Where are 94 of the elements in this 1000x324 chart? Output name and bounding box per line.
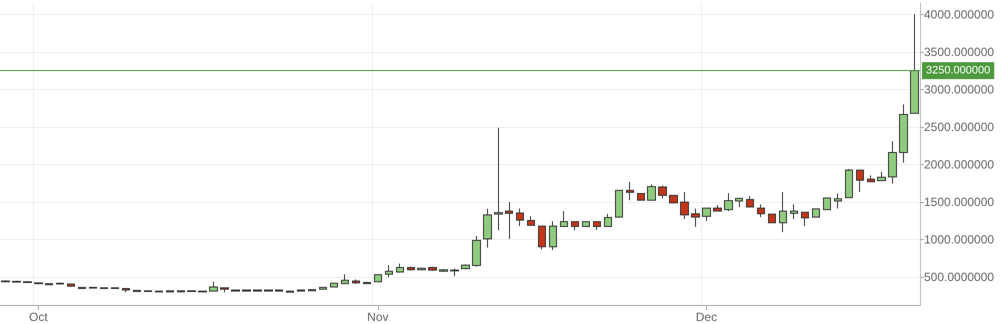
candlestick [450,268,459,277]
candlestick [56,282,64,285]
candlestick [385,264,393,278]
candlestick [198,290,207,293]
ref-line-label: 3250.000000 [926,64,990,77]
candlestick [122,288,130,293]
candlestick [417,266,426,271]
candlestick [253,289,262,292]
candlestick [691,208,700,228]
candlestick [45,282,53,286]
x-tick-label: Dec [696,310,718,324]
y-tick-label: 2500.000000 [924,120,994,134]
candlestick [757,204,765,218]
candlestick [34,282,43,285]
candlestick [702,208,711,222]
candlestick [812,208,820,218]
candlestick [527,216,535,226]
candlestick [801,211,809,227]
candlestick [768,213,776,224]
candlestick [713,204,722,212]
y-tick-label: 3000.000000 [924,82,994,96]
candlestick [549,220,557,251]
y-tick-label: 4000.000000 [924,7,994,22]
candlestick [187,290,196,292]
candlestick [888,140,897,184]
candlestick [166,290,174,293]
candlestick [582,220,590,228]
candlestick [746,196,754,208]
candlestick [910,14,919,114]
candlestick [231,289,240,292]
candlestick [472,235,481,268]
candlestick [538,225,546,250]
candlestick [516,208,524,227]
candlestick [275,289,283,292]
candlestick [626,181,634,201]
candlestick [834,192,842,209]
candlestick [856,169,864,192]
candlestick [899,104,908,164]
candlestick [724,192,733,212]
candlestick [144,290,152,292]
candlestick [593,220,601,230]
candlestick [483,208,492,248]
candlestick [78,286,86,290]
candlestick [67,283,75,288]
candlestick [658,185,667,199]
candlestick [330,282,338,288]
candlestick [604,213,612,228]
candlestick [615,190,623,218]
candlestick [790,204,798,220]
candlestick [23,280,32,284]
candlestick [461,264,470,270]
y-tick-label: 2000.000000 [924,158,994,172]
candlestick [428,266,437,272]
candlestick [505,202,513,240]
candlestick [407,266,415,271]
candlestick [560,210,568,228]
candlestick [220,286,229,293]
candlestick [374,274,382,283]
x-tick-label: Nov [367,310,389,324]
candlestick [571,220,579,231]
candlestick [647,184,656,202]
candlestick [133,289,141,292]
candlestick [111,286,119,290]
candlestick [669,194,678,204]
candlestick [341,274,349,284]
candlestick [823,197,831,210]
candlestick [637,192,645,202]
candlestick [242,289,251,292]
candlestick [396,263,404,274]
candlestick [297,289,305,292]
candlestick [735,197,743,208]
y-tick-label: 1000.000000 [924,232,994,247]
candlestick [100,286,108,290]
candlestick [680,191,689,220]
candlestick [308,288,316,292]
y-tick-label: 1500.000000 [924,195,994,210]
candlestick [867,174,875,183]
candlestick [177,290,185,293]
candlestick [877,172,886,182]
candlestick [779,191,787,233]
y-tick-label: 3500.000000 [924,44,994,59]
candlestick [264,289,273,292]
candlestick [155,290,163,293]
candlestick [352,278,360,284]
candlestick [439,268,448,272]
y-tick-label: 500.0000000 [924,270,994,284]
x-tick-label: Oct [28,310,48,324]
candlestick [12,280,21,283]
candlestick [845,168,853,198]
candlestick [1,280,10,283]
candlestick [363,281,371,284]
candlestick [286,290,294,294]
candlestick [209,281,218,292]
candlestick [494,127,503,231]
